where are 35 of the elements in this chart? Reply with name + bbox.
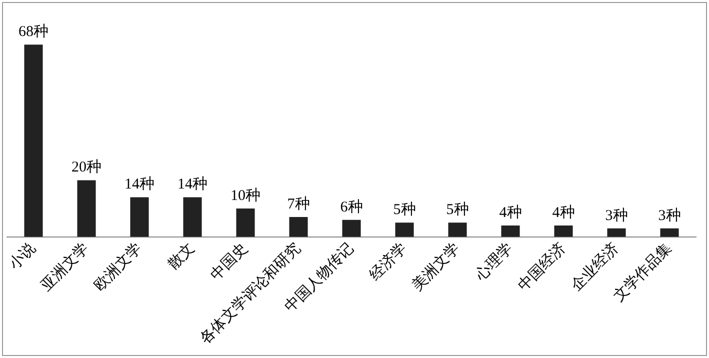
data-label: 3种 [658,206,681,224]
x-tick-label: 美洲文学 [408,240,464,294]
bar [501,226,520,237]
x-tick-label: 中国史 [207,240,252,284]
data-label: 5种 [393,201,416,218]
data-label: 4种 [552,204,575,221]
data-label: 7种 [287,195,310,212]
bar [183,197,202,237]
bar [24,44,43,237]
data-label: 20种 [72,158,102,176]
x-tick-label: 小说 [6,240,40,274]
x-tick-label: 经济学 [366,240,410,284]
data-label: 6种 [340,198,363,216]
bar [342,220,361,237]
bar [448,222,467,237]
bar [236,208,255,237]
data-label: 5种 [446,201,469,218]
bar [607,228,626,237]
data-label: 4种 [499,204,522,221]
data-label: 14种 [178,176,208,193]
data-label: 68种 [18,23,48,40]
x-tick-label: 心理学 [472,240,516,284]
bar [289,217,308,237]
bar [554,226,573,237]
bar [660,228,679,237]
bar [395,222,414,237]
x-tick-label: 亚洲文学 [38,240,92,294]
x-tick-label: 欧洲文学 [90,240,146,294]
x-tick-label: 散文 [164,240,198,274]
data-label: 3种 [605,206,628,224]
bar [77,180,96,237]
data-label: 14种 [124,176,154,193]
bar [130,197,149,237]
data-label: 10种 [230,186,260,204]
x-tick-label: 中国经济 [514,240,570,294]
